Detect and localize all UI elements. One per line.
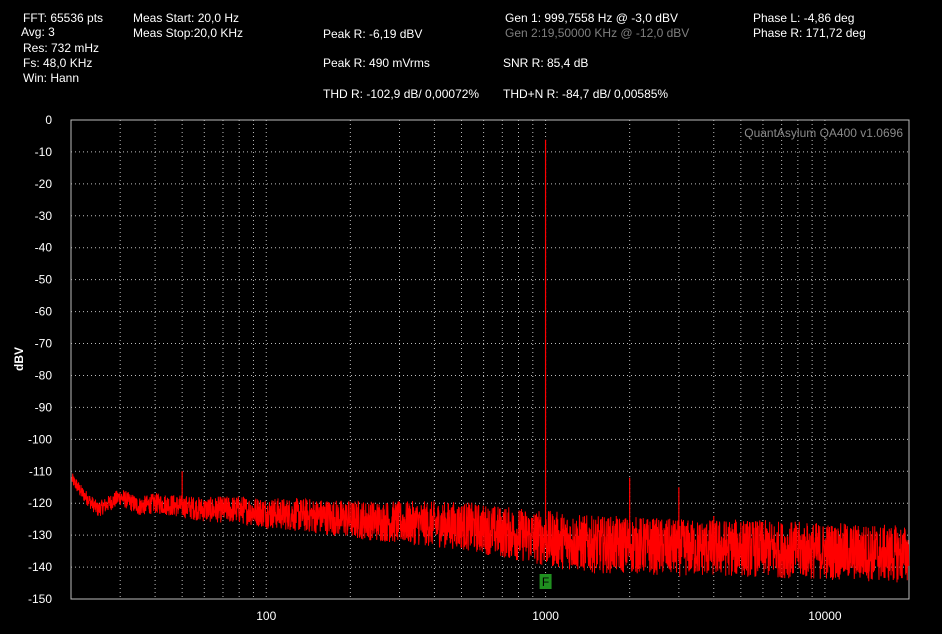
y-tick-label: -140	[28, 560, 52, 574]
spectrum-trace	[71, 473, 910, 583]
x-tick-label: 10000	[808, 609, 842, 623]
y-tick-label: -10	[35, 145, 53, 159]
thdn-label: THD+N R: -84,7 dB/ 0,00585%	[503, 87, 669, 101]
y-tick-label: -30	[35, 209, 53, 223]
resolution-label: Res: 732 mHz	[23, 41, 100, 55]
fft-size-label: FFT: 65536 pts	[23, 11, 104, 25]
y-tick-label: -50	[35, 273, 53, 287]
y-axis-label: dBV	[12, 347, 26, 371]
window-label: Win: Hann	[23, 71, 80, 85]
y-tick-label: -90	[35, 400, 53, 414]
watermark-text: QuantAsylum QA400 v1.0696	[744, 126, 903, 140]
sample-rate-label: Fs: 48,0 KHz	[23, 56, 93, 70]
y-tick-labels: 0 -10 -20 -30 -40 -50 -60 -70 -80 -90 -100 -110 -120…	[28, 113, 52, 606]
y-tick-label: -20	[35, 177, 53, 191]
marker-box	[539, 574, 552, 589]
y-tick-label: -110	[29, 464, 52, 478]
meas-start-label: Meas Start: 20,0 Hz	[133, 11, 240, 25]
y-tick-label: -60	[35, 305, 53, 319]
gen2-label: Gen 2:19,50000 KHz @ -12,0 dBV	[505, 26, 690, 40]
meas-stop-label: Meas Stop:20,0 KHz	[133, 26, 244, 40]
y-tick-label: -40	[35, 241, 53, 255]
x-tick-label: 100	[256, 609, 276, 623]
snr-label: SNR R: 85,4 dB	[503, 56, 589, 70]
marker-label: F	[542, 575, 549, 589]
peak-vrms-label: Peak R: 490 mVrms	[323, 56, 430, 70]
x-tick-labels: 100 1000 10000	[256, 609, 842, 623]
phase-l-label: Phase L: -4,86 deg	[753, 11, 855, 25]
gen1-label: Gen 1: 999,7558 Hz @ -3,0 dBV	[505, 11, 678, 25]
harmonic-peaks	[181, 139, 742, 548]
y-tick-label: -130	[28, 528, 52, 542]
fundamental-marker[interactable]: F	[539, 574, 552, 589]
y-tick-label: 0	[45, 113, 52, 127]
peak-dbv-label: Peak R: -6,19 dBV	[323, 27, 423, 41]
y-tick-label: -150	[28, 592, 52, 606]
x-tick-label: 1000	[532, 609, 559, 623]
averages-label: Avg: 3	[21, 25, 55, 39]
thd-label: THD R: -102,9 dB/ 0,00072%	[323, 87, 480, 101]
plot-frame	[70, 119, 910, 600]
chart-grid	[70, 119, 910, 600]
y-tick-label: -70	[35, 337, 53, 351]
y-tick-label: -120	[28, 496, 52, 510]
y-tick-label: -100	[28, 432, 52, 446]
y-tick-label: -80	[35, 368, 53, 382]
phase-r-label: Phase R: 171,72 deg	[753, 26, 866, 40]
